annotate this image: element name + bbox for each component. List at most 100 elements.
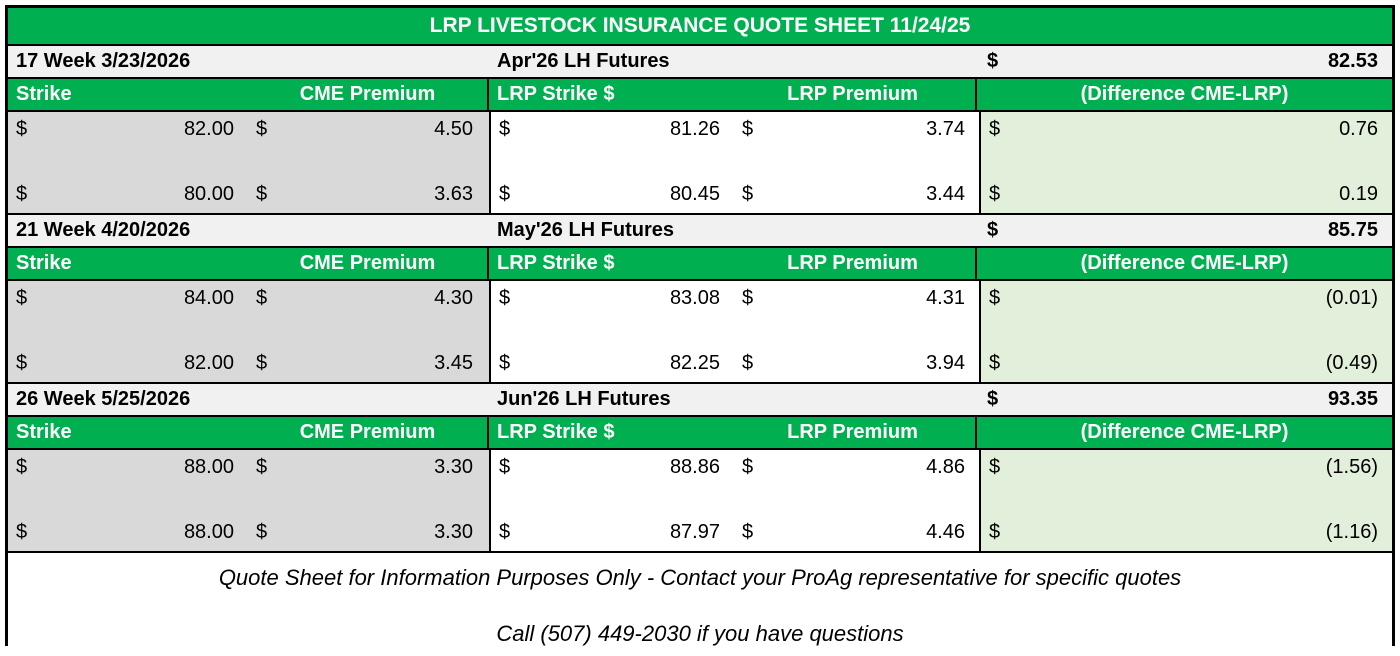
quote-row: $ (0.01) [981,284,1392,312]
lrp-strike-cell: $83.08 [491,284,734,312]
cme-premium-value: 3.30 [434,455,473,478]
quote-row: $ (1.56) [981,453,1392,481]
strike-cme-panel: $84.00 $4.30 $82.00 $3.45 [8,281,489,382]
strike-cme-panel: $88.00 $3.30 $88.00 $3.30 [8,450,489,551]
currency-symbol: $ [499,286,511,309]
week-label: 17 Week 3/23/2026 [16,50,191,72]
column-header-row: Strike CME Premium LRP Strike $ LRP Prem… [8,79,1392,112]
currency-symbol: $ [16,286,28,309]
column-header-strike: Strike [16,252,72,274]
futures-contract-label: May'26 LH Futures [497,219,675,241]
difference-cell: $0.19 [981,180,1392,208]
quote-row: $ (1.16) [981,518,1392,546]
column-header-difference: (Difference CME-LRP) [975,79,1392,110]
column-header-difference: (Difference CME-LRP) [975,417,1392,448]
futures-price-value: 85.75 [1327,219,1378,241]
cme-premium-cell: $3.30 [248,453,487,481]
lrp-strike-cell: $88.86 [491,453,734,481]
strike-cell: $82.00 [8,349,248,377]
currency-symbol: $ [16,182,28,205]
strike-cell: $88.00 [8,453,248,481]
currency-symbol: $ [742,286,754,309]
difference-panel: $ (1.56) $ (1.16) [981,450,1392,551]
section-summary-row: 17 Week 3/23/2026 Apr'26 LH Futures $ 82… [8,46,1392,79]
cme-premium-cell: $4.50 [248,115,487,143]
strike-cell: $80.00 [8,180,248,208]
currency-symbol: $ [499,351,511,374]
quote-row: $0.76 [981,115,1392,143]
quote-row: $82.00 $4.50 [8,115,489,143]
lrp-premium-value: 3.94 [926,351,965,374]
futures-contract-label: Jun'26 LH Futures [497,388,671,410]
currency-symbol: $ [989,286,1001,309]
currency-symbol: $ [742,351,754,374]
quote-rows-block: $82.00 $4.50 $80.00 $3.63 $81.26 $3.74 $… [8,112,1392,215]
currency-symbol: $ [742,117,754,140]
currency-symbol: $ [987,388,999,410]
difference-value: (1.56) [1325,455,1378,478]
currency-symbol: $ [989,117,1001,140]
difference-cell: $ (1.56) [981,453,1392,481]
lrp-panel: $81.26 $3.74 $80.45 $3.44 [489,112,981,213]
currency-symbol: $ [16,520,28,543]
difference-value: 0.19 [1339,182,1378,205]
lrp-strike-cell: $80.45 [491,180,734,208]
quote-rows-block: $88.00 $3.30 $88.00 $3.30 $88.86 $4.86 $… [8,450,1392,553]
futures-price-cell: $ 82.53 [979,50,1392,73]
lrp-strike-value: 80.45 [669,182,720,205]
lrp-panel: $88.86 $4.86 $87.97 $4.46 [489,450,981,551]
difference-cell: $ (1.16) [981,518,1392,546]
currency-symbol: $ [987,50,999,72]
currency-symbol: $ [256,351,268,374]
strike-cell: $88.00 [8,518,248,546]
quote-row: $80.00 $3.63 [8,180,489,208]
currency-symbol: $ [987,219,999,241]
sheet-title: LRP LIVESTOCK INSURANCE QUOTE SHEET 11/2… [8,8,1392,46]
disclaimer-text: Quote Sheet for Information Purposes Onl… [218,565,1182,590]
column-header-difference: (Difference CME-LRP) [975,248,1392,279]
lrp-strike-value: 83.08 [669,286,720,309]
futures-contract-label: Apr'26 LH Futures [497,50,670,72]
currency-symbol: $ [742,182,754,205]
difference-value: (0.49) [1325,351,1378,374]
quote-row: $88.00 $3.30 [8,518,489,546]
quote-row: $0.19 [981,180,1392,208]
currency-symbol: $ [256,286,268,309]
column-header-lrp-premium: LRP Premium [787,421,918,443]
quote-row: $80.45 $3.44 [491,180,979,208]
strike-value: 84.00 [183,286,234,309]
column-header-strike: Strike [16,83,72,105]
currency-symbol: $ [499,455,511,478]
lrp-strike-value: 87.97 [669,520,720,543]
column-header-lrp-strike: LRP Strike $ [487,417,730,448]
futures-price-cell: $ 85.75 [979,219,1392,242]
section-summary-row: 21 Week 4/20/2026 May'26 LH Futures $ 85… [8,215,1392,248]
column-header-lrp-strike: LRP Strike $ [487,248,730,279]
quote-row: $88.86 $4.86 [491,453,979,481]
currency-symbol: $ [256,520,268,543]
cme-premium-cell: $3.45 [248,349,487,377]
strike-value: 80.00 [183,182,234,205]
cme-premium-value: 4.30 [434,286,473,309]
cme-premium-cell: $3.63 [248,180,487,208]
currency-symbol: $ [989,520,1001,543]
lrp-premium-cell: $4.86 [734,453,979,481]
lrp-strike-value: 81.26 [669,117,720,140]
difference-cell: $ (0.49) [981,349,1392,377]
quote-row: $87.97 $4.46 [491,518,979,546]
week-label: 26 Week 5/25/2026 [16,388,191,410]
lrp-strike-value: 82.25 [669,351,720,374]
difference-cell: $0.76 [981,115,1392,143]
strike-cell: $84.00 [8,284,248,312]
column-header-lrp-strike: LRP Strike $ [487,79,730,110]
lrp-panel: $83.08 $4.31 $82.25 $3.94 [489,281,981,382]
lrp-premium-cell: $3.94 [734,349,979,377]
lrp-premium-cell: $3.44 [734,180,979,208]
cme-premium-value: 4.50 [434,117,473,140]
difference-cell: $ (0.01) [981,284,1392,312]
difference-value: (0.01) [1325,286,1378,309]
cme-premium-value: 3.63 [434,182,473,205]
quote-row: $ (0.49) [981,349,1392,377]
strike-value: 88.00 [183,520,234,543]
column-header-strike: Strike [16,421,72,443]
